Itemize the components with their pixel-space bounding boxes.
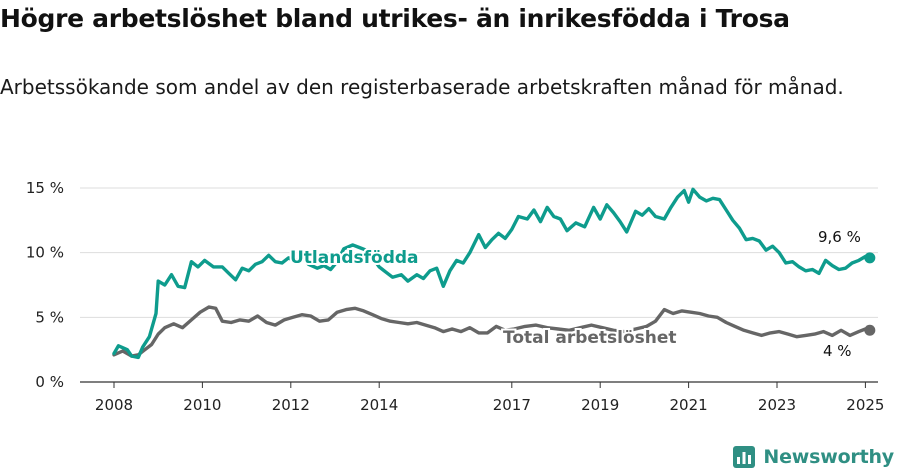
newsworthy-logo-icon [733,446,756,468]
x-tick-label: 2012 [272,396,310,414]
end-value-utlandsfodda: 9,6 % [818,228,861,246]
y-tick-label: 10 % [26,244,64,262]
series-label-total: Total arbetslöshet [503,328,677,348]
series-labels: Utlandsfödda Total arbetslöshet 9,6 % 4 … [288,228,861,360]
series-lines [112,187,876,360]
brand-name: Newsworthy [763,446,894,468]
x-axis: 2008 2010 2012 2014 2017 2019 2021 2023 2025 [80,381,884,414]
brand-logo: Newsworthy [733,446,894,468]
x-tick-label: 2025 [846,396,884,414]
grid-lines [80,187,878,318]
page-title: Högre arbetslöshet bland utrikes- än inr… [0,4,790,33]
end-value-total: 4 % [823,342,852,360]
y-axis-ticks: 0 % 5 % 10 % 15 % [26,179,64,391]
y-tick-label: 5 % [35,308,64,326]
x-tick-label: 2010 [183,396,221,414]
end-dot-utlandsfodda [864,252,876,264]
chart-subtitle: Arbetssökande som andel av den registerb… [0,75,844,99]
series-line-total [112,305,872,358]
x-tick-label: 2019 [581,396,619,414]
x-tick-label: 2021 [670,396,708,414]
x-tick-label: 2008 [95,396,133,414]
end-dot-total [864,324,876,336]
series-line-utlandsfodda [112,187,872,360]
x-tick-label: 2023 [758,396,796,414]
y-tick-label: 15 % [26,179,64,197]
series-label-utlandsfodda: Utlandsfödda [290,248,419,268]
x-tick-label: 2017 [493,396,531,414]
y-tick-label: 0 % [35,373,64,391]
x-tick-label: 2014 [360,396,398,414]
